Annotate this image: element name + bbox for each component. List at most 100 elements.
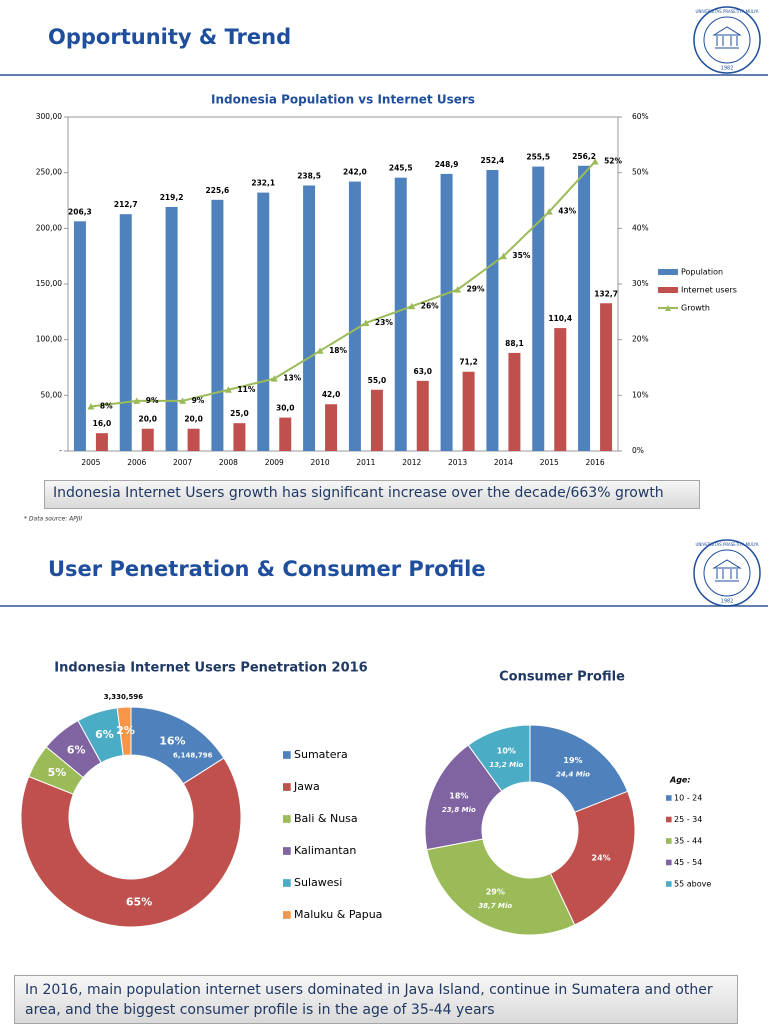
y-tick-label: 100,00 [36,335,62,344]
legend-label: Maluku & Papua [294,908,382,921]
legend-swatch [666,816,672,823]
bar [462,371,475,451]
x-tick-label: 2015 [540,458,559,467]
data-label: 10% [497,747,516,756]
bar [165,206,178,451]
y-tick-label: 250,00 [36,168,62,177]
data-label: 212,7 [114,200,138,209]
bar [141,428,154,451]
donut-slice [467,724,531,792]
bar [95,433,108,451]
y-tick-label: 50,00 [41,390,63,399]
logo-year: 1982 [721,66,734,72]
bar [394,177,407,451]
data-label: 16,0 [93,419,112,428]
data-label: 42,0 [322,390,341,399]
legend-swatch [665,305,671,311]
logo: UNIVERSITAS PRASETIYA MULYA 1982 [693,539,761,607]
callout: In 2016, main population internet users … [14,975,738,1024]
legend-title: Age: [669,776,691,785]
sub-label: 24,4 Mio [556,771,590,779]
chart-title: Indonesia Internet Users Penetration 201… [54,661,367,676]
data-label: 20,0 [184,415,203,424]
logo-ring [693,539,761,607]
y2-tick-label: 40% [632,223,649,232]
data-label: 9% [146,396,159,405]
y-tick-label: - [59,446,62,455]
bar [348,181,361,451]
sub-label: 38,7 Mio [478,902,512,910]
data-label: 256,2 [572,152,596,161]
y2-tick-label: 0% [632,446,644,455]
logo: UNIVERSITAS PRASETIYA MULYA 1982 [693,6,761,74]
bar [73,221,86,451]
x-tick-label: 2007 [173,458,192,467]
legend-label: Internet users [681,286,737,295]
bar [440,173,453,451]
data-label: 23% [375,318,393,327]
bar [303,185,316,451]
line-marker [499,252,507,260]
legend-label: 25 - 34 [674,815,702,824]
data-label: 88,1 [505,339,524,348]
data-label: 206,3 [68,207,92,216]
logo-text: UNIVERSITAS PRASETIYA MULYA [695,542,758,547]
y2-tick-label: 50% [632,168,649,177]
x-tick-label: 2014 [494,458,513,467]
x-tick-label: 2009 [265,458,284,467]
sub-label: 23,8 Mio [442,806,476,814]
legend-label: 45 - 54 [674,858,702,867]
growth-line [90,160,596,408]
logo-icon [712,559,742,582]
logo-ring [703,549,751,597]
line-marker [179,397,187,404]
legend-label: Population [681,268,723,277]
y2-tick-label: 10% [632,390,649,399]
bar [370,389,383,451]
legend-label: Jawa [293,780,320,793]
line-marker [224,386,232,393]
data-label: 225,6 [206,186,230,195]
x-tick-label: 2005 [81,458,100,467]
bar [578,165,591,451]
data-label: 43% [558,207,576,216]
data-label: 6% [95,728,114,741]
slide-title: Opportunity & Trend [48,25,291,49]
line-marker [362,319,370,326]
logo-icon [712,26,742,49]
y2-tick-label: 60% [632,112,649,121]
line-marker [270,375,278,382]
data-label: 55,0 [368,376,387,385]
data-label: 19% [563,756,582,765]
callout: Indonesia Internet Users growth has sign… [44,480,700,509]
data-label: 52% [604,157,622,166]
data-label: 26% [421,301,439,310]
legend-label: Growth [681,304,710,313]
line-marker [133,397,141,404]
line-marker [454,286,462,293]
legend-swatch [283,879,291,887]
data-label: 71,2 [459,358,478,367]
logo-ring [703,16,751,64]
bar [532,166,545,451]
data-label: 245,5 [389,164,413,173]
legend-swatch [666,838,672,844]
bar [600,303,613,451]
legend-label: Kalimantan [294,844,356,857]
line-marker [87,402,95,410]
legend-swatch [283,815,291,823]
bar [211,199,224,451]
line-marker [316,347,324,354]
data-label: 24% [592,854,611,863]
legend-swatch [658,269,678,275]
data-label: 29% [486,888,505,897]
bar [119,214,132,451]
bar [508,352,521,451]
donut-slice [20,757,242,928]
legend-label: Bali & Nusa [294,812,358,825]
source: * Data source: APJII [24,516,82,523]
data-label: 11% [237,385,255,394]
data-label: 248,9 [435,160,459,169]
